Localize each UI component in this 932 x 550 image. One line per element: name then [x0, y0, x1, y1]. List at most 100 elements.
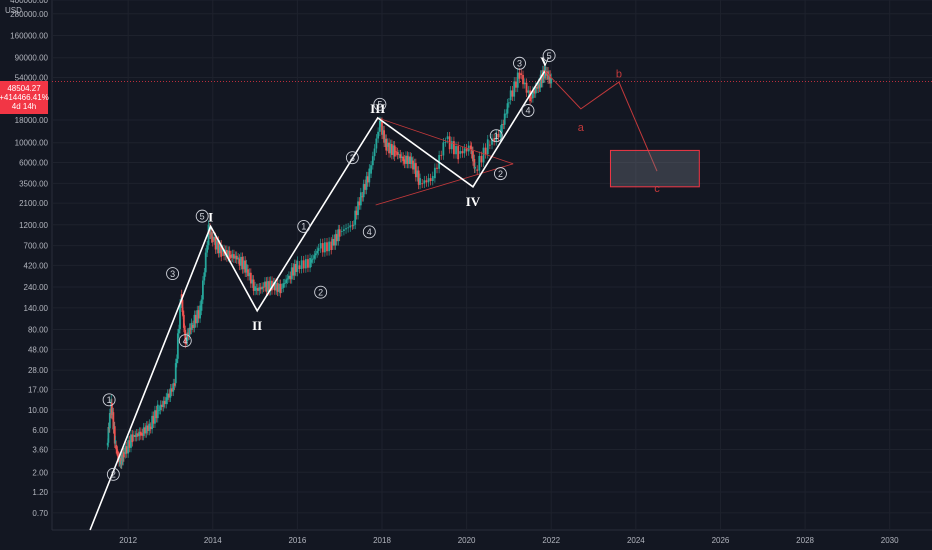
- y-tick-label: 400000.00: [10, 0, 48, 5]
- candle-body: [300, 260, 303, 270]
- candle-body: [115, 445, 118, 450]
- major-wave-path: [89, 70, 546, 531]
- candle-body: [345, 228, 347, 230]
- candle-body: [357, 201, 359, 216]
- candle-body: [271, 280, 273, 291]
- candle-body: [227, 250, 230, 258]
- candle-body: [310, 259, 313, 263]
- candle-body: [162, 400, 165, 408]
- minor-wave-label: 2: [498, 169, 503, 179]
- candle-body: [354, 210, 357, 225]
- candle-body: [282, 283, 285, 288]
- minor-wave-circle: [345, 151, 359, 165]
- y-tick-label: 240.00: [24, 283, 49, 292]
- candle-body: [515, 81, 517, 88]
- candle-body: [158, 409, 161, 411]
- x-tick-label: 2022: [542, 536, 560, 545]
- candle-body: [316, 250, 319, 254]
- candle-body: [416, 170, 419, 178]
- candle-body: [293, 264, 296, 276]
- minor-wave-circle: [166, 267, 180, 281]
- y-tick-label: 2.00: [32, 468, 48, 477]
- minor-wave-circle: [494, 167, 507, 181]
- candle-body: [377, 131, 380, 139]
- candle-body: [508, 102, 510, 104]
- candle-body: [351, 225, 354, 227]
- candle-body: [530, 97, 533, 99]
- candle-body: [392, 145, 395, 155]
- candle-body: [381, 121, 383, 135]
- candle-body: [181, 299, 184, 312]
- y-tick-label: 6000.00: [19, 158, 48, 167]
- candle-body: [206, 245, 209, 253]
- candle-body: [444, 142, 447, 143]
- bar-countdown: 4d 14h: [12, 102, 36, 111]
- candle-body: [146, 425, 149, 431]
- candle-body: [506, 103, 509, 114]
- candle-body: [473, 158, 476, 169]
- unit-label: USD: [5, 6, 22, 15]
- x-tick-label: 2026: [712, 536, 730, 545]
- current-price-value: 48504.27: [7, 84, 41, 93]
- candle-body: [135, 433, 138, 438]
- x-tick-label: 2012: [119, 536, 137, 545]
- minor-wave-label: 5: [547, 51, 552, 61]
- candle-body: [223, 249, 225, 256]
- y-tick-label: 700.00: [24, 242, 49, 251]
- candle-body: [115, 449, 118, 451]
- candle-body: [368, 168, 371, 183]
- candle-body: [331, 238, 334, 246]
- minor-wave-circle: [178, 334, 192, 348]
- candle-body: [152, 415, 155, 424]
- major-wave-label: II: [252, 318, 262, 333]
- candle-body: [255, 288, 258, 291]
- candle-body: [292, 267, 295, 276]
- candle-body: [406, 155, 409, 164]
- y-tick-label: 3500.00: [19, 179, 48, 188]
- candle-body: [371, 156, 374, 166]
- minor-wave-label: 4: [525, 106, 530, 116]
- candle-body: [412, 160, 414, 170]
- candle-body: [128, 440, 131, 448]
- candle-body: [241, 256, 244, 270]
- candle-body: [203, 272, 206, 281]
- minor-wave-label: 1: [494, 131, 499, 141]
- candle-body: [161, 404, 163, 408]
- candle-body: [248, 272, 251, 277]
- candle-body: [502, 124, 505, 125]
- candle-body: [123, 452, 125, 458]
- x-axis: 2012 2014 2016 2018 2020 2022 2024 2026 2028 2030: [119, 536, 899, 545]
- candle-body: [295, 264, 297, 272]
- minor-wave-label: 5: [377, 100, 382, 110]
- candle-body: [525, 82, 528, 93]
- candle-body: [450, 141, 453, 150]
- candle-body: [314, 253, 317, 256]
- candle-body: [139, 431, 142, 436]
- candle-body: [276, 283, 279, 292]
- candle-body: [486, 139, 489, 155]
- x-tick-label: 2024: [627, 536, 645, 545]
- candle-body: [204, 252, 207, 273]
- candle-body: [213, 236, 216, 241]
- minor-wave-label: 3: [170, 269, 175, 279]
- candle-body: [328, 241, 331, 252]
- candle-body: [289, 275, 292, 280]
- candle-body: [185, 340, 188, 342]
- y-tick-label: 10000.00: [15, 139, 49, 148]
- minor-wave-circle: [521, 104, 535, 117]
- candle-body: [410, 157, 413, 164]
- candle-body: [442, 142, 445, 156]
- candle-body: [134, 435, 137, 438]
- candle-body: [178, 329, 180, 334]
- minor-wave-circle: [195, 209, 209, 223]
- candle-body: [261, 286, 264, 290]
- minor-wave-label: 2: [111, 469, 116, 479]
- candle-body: [399, 154, 402, 159]
- candle-body: [505, 113, 508, 115]
- y-tick-label: 48.00: [28, 345, 49, 354]
- candle-body: [131, 434, 134, 443]
- candle-body: [156, 404, 159, 419]
- candle-body: [335, 234, 338, 242]
- minor-wave-circle: [542, 49, 556, 63]
